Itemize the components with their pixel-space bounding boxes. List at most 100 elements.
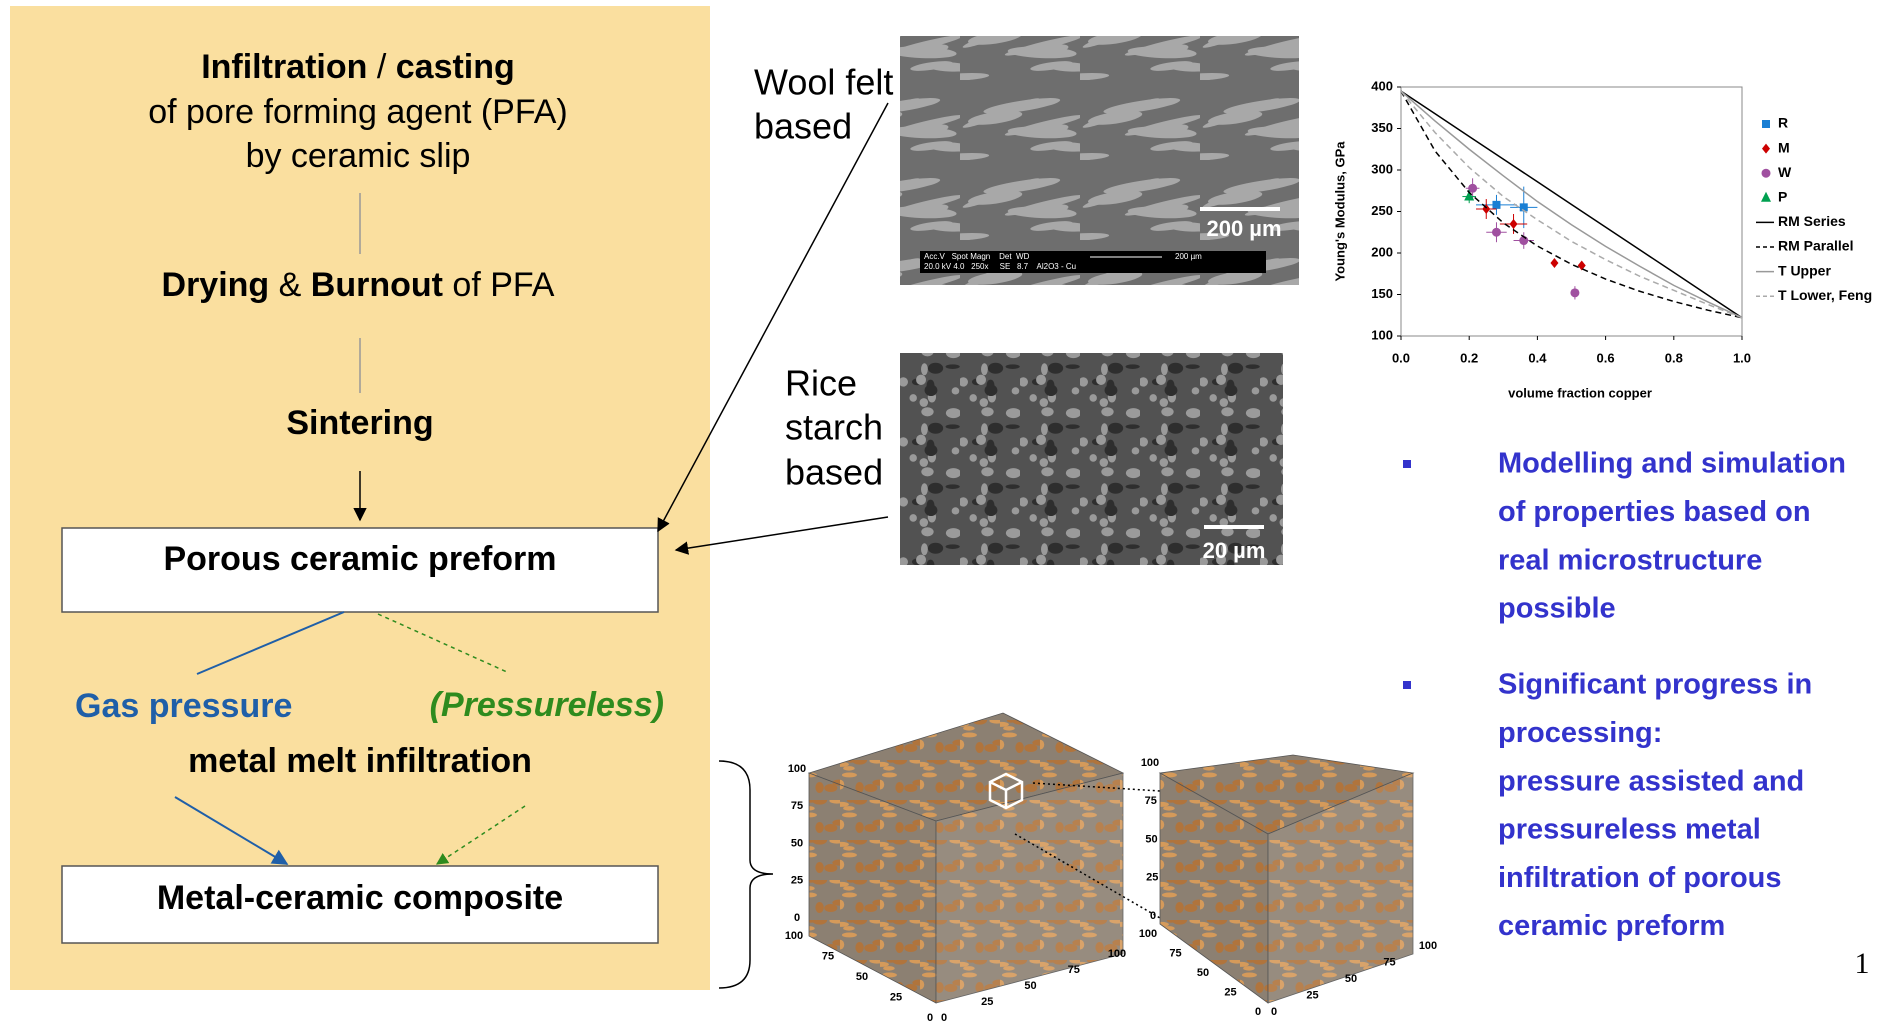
cube-tick-label: 75 (1145, 795, 1157, 807)
y-tick-label: 350 (1371, 120, 1393, 135)
bullet-marker (1403, 460, 1411, 468)
scale-bar (1200, 207, 1280, 211)
x-axis-label: volume fraction copper (1508, 385, 1652, 400)
x-tick-label: 1.0 (1733, 350, 1751, 365)
scale-bar (1204, 525, 1264, 529)
legend-label: P (1778, 189, 1787, 205)
x-tick-label: 0.4 (1528, 350, 1547, 365)
cube-tick-label: 25 (890, 991, 902, 1003)
point (1570, 288, 1579, 297)
flow-step: metal melt infiltration (188, 742, 532, 780)
meta: 20.0 kV 4.0 250x SE 8.7 Al2O3 - Cu (924, 262, 1076, 271)
cube-tick-label: 50 (856, 971, 868, 983)
legend-label: M (1778, 139, 1790, 155)
cube-tick-label: 100 (1419, 940, 1437, 952)
box-label: Porous ceramic preform (163, 540, 556, 578)
cube-tick-label: 25 (981, 996, 993, 1008)
bullet-text: Modelling and simulation (1498, 448, 1846, 480)
y-tick-label: 250 (1371, 203, 1393, 218)
cube-tick-label: 0 (1271, 1006, 1277, 1018)
bullet-text: real microstructure (1498, 544, 1762, 576)
legend-swatch (1761, 192, 1771, 202)
cube-tick-label: 100 (1108, 948, 1126, 960)
curve (1401, 91, 1742, 318)
cube-tick-label: 0 (1255, 1006, 1261, 1018)
x-tick-label: 0.0 (1392, 350, 1410, 365)
legend-swatch (1762, 169, 1771, 178)
box-label: Metal-ceramic composite (157, 879, 563, 917)
text-part: Burnout (311, 266, 443, 304)
cube-tick-label: 25 (791, 875, 803, 887)
pressureless: (Pressureless) (430, 686, 664, 724)
x-tick-label: 0.6 (1597, 350, 1615, 365)
bullet-text: of properties based on (1498, 496, 1811, 528)
flow-step: Drying & Burnout of PFA (162, 266, 555, 304)
legend-label: RM Parallel (1778, 238, 1853, 254)
y-tick-label: 300 (1371, 161, 1393, 176)
point (1578, 260, 1586, 270)
point (1492, 201, 1500, 209)
cube-tick-label: 100 (788, 763, 806, 775)
point (1510, 219, 1518, 229)
cube-tick-label: 25 (1306, 989, 1318, 1001)
gas-pressure: Gas pressure (75, 687, 292, 725)
y-tick-label: 150 (1371, 286, 1393, 301)
bullet-text: pressure assisted and (1498, 765, 1804, 797)
text-part: casting (396, 48, 515, 86)
cube-tick-label: 100 (785, 930, 803, 942)
legend-label: T Upper (1778, 262, 1831, 278)
flow-step: Infiltration / casting (201, 48, 515, 86)
text-part: Drying (162, 266, 270, 304)
micrograph-label: starch (785, 407, 883, 448)
x-tick-label: 0.8 (1665, 350, 1683, 365)
y-tick-label: 400 (1371, 78, 1393, 93)
brace (719, 761, 773, 988)
meta: Acc.V Spot Magn Det WD (924, 252, 1030, 261)
cube-tick-label: 50 (1197, 967, 1209, 979)
bullet-text: processing: (1498, 717, 1662, 749)
meta: 200 µm (1175, 252, 1202, 261)
legend-swatch (1762, 144, 1770, 154)
text-part: / (367, 48, 395, 86)
micrograph-label: based (754, 106, 852, 147)
flow-step: Sintering (286, 404, 433, 442)
micrograph (900, 36, 1299, 285)
x-tick-label: 0.2 (1460, 350, 1478, 365)
legend-swatch (1762, 120, 1770, 128)
micrograph-label: Wool felt (754, 62, 893, 103)
point (1550, 258, 1558, 268)
micrograph (900, 353, 1283, 565)
flow-step: of pore forming agent (PFA) (148, 93, 568, 131)
bullet-text: infiltration of porous (1498, 862, 1782, 894)
page-number: 1 (1855, 947, 1870, 980)
cube-tick-label: 75 (1383, 956, 1395, 968)
flow-step: by ceramic slip (246, 137, 471, 175)
cube-tick-label: 50 (791, 837, 803, 849)
y-tick-label: 100 (1371, 327, 1393, 342)
cube-tick-label: 25 (1224, 986, 1236, 998)
cube-tick-label: 25 (1146, 872, 1158, 884)
y-axis-label: Young's Modulus, GPa (1332, 141, 1347, 282)
cube-tick-label: 50 (1145, 833, 1157, 845)
point (1492, 228, 1501, 237)
legend-label: W (1778, 164, 1792, 180)
bullet-text: ceramic preform (1498, 910, 1725, 942)
text-part: & (269, 266, 311, 304)
micrograph-label: based (785, 452, 883, 493)
cube-tick-label: 0 (927, 1012, 933, 1022)
y-tick-label: 200 (1371, 244, 1393, 259)
text-part: of PFA (443, 266, 555, 304)
cube-tick-label: 75 (822, 950, 834, 962)
legend-label: R (1778, 115, 1788, 131)
cube-tick-label: 100 (1139, 928, 1157, 940)
cube-tick-label: 50 (1024, 980, 1036, 992)
cube-tick-label: 75 (791, 800, 803, 812)
bullet-text: Significant progress in (1498, 669, 1812, 701)
cube-tick-label: 50 (1345, 973, 1357, 985)
bullet-text: pressureless metal (1498, 814, 1761, 846)
cube-tick-label: 0 (1150, 910, 1156, 922)
legend-label: T Lower, Feng (1778, 287, 1872, 303)
scale-label: 20 µm (1203, 538, 1266, 563)
micrograph-label: Rice (785, 363, 857, 404)
cube-tick-label: 0 (941, 1012, 947, 1022)
